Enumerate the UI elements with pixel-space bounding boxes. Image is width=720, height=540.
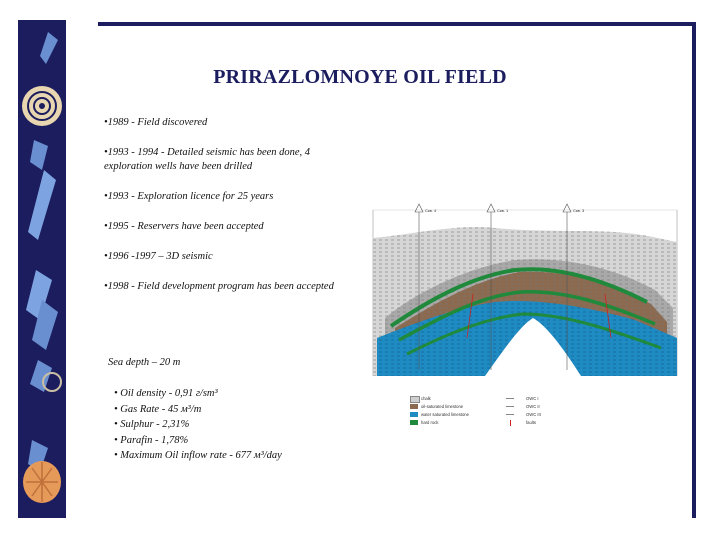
- legend-label: hard rock: [421, 420, 439, 425]
- legend-label: OWC II: [526, 404, 540, 409]
- cross-section-legend: chalk oil-saturated limestone water satu…: [410, 396, 590, 436]
- legend-line-owc-2: [506, 406, 514, 407]
- legend-line-faults: [510, 420, 511, 426]
- frame-right-border: [692, 22, 696, 518]
- ammonite-icon: [22, 86, 62, 126]
- hard-rock-band: [398, 290, 656, 342]
- property-item: • Parafin - 1,78%: [114, 434, 189, 446]
- fault-line: [604, 293, 612, 339]
- fact-item: •1989 - Field discovered: [104, 117, 208, 128]
- well-skv-1: Скв. 1: [486, 203, 509, 370]
- fossil-icon: [40, 32, 58, 64]
- frame-top-border: [98, 22, 696, 26]
- legend-label: oil-saturated limestone: [421, 404, 464, 409]
- legend-label: faults: [526, 420, 537, 425]
- legend-swatch-chalk: [410, 396, 420, 403]
- hard-rock-band: [389, 267, 648, 328]
- slide-title: PRIRAZLOMNOYE OIL FIELD: [213, 66, 507, 88]
- ammonite-icon: [42, 372, 62, 392]
- fact-item: •1993 - Exploration licence for 25 years: [104, 191, 274, 202]
- shell-icon: [23, 461, 61, 503]
- legend-line-owc-1: [506, 398, 514, 399]
- legend-swatch-hard-rock: [410, 420, 418, 425]
- property-item: • Maximum Oil inflow rate - 677 м³/day: [114, 450, 282, 462]
- well-skv-4: Скв. 4: [414, 203, 437, 370]
- well-label: Скв. 3: [573, 208, 585, 213]
- well-label: Скв. 1: [497, 208, 509, 213]
- legend-swatch-oil: [410, 404, 418, 409]
- core-dome: [485, 318, 581, 376]
- hard-rock-band: [406, 312, 662, 356]
- fact-item: •1995 - Reservers have been accepted: [104, 221, 264, 232]
- well-skv-3: Скв. 3: [562, 203, 585, 370]
- fact-item: •1993 - 1994 - Detailed seismic has been…: [104, 147, 311, 172]
- fossil-icon: [30, 140, 48, 170]
- legend-label: water saturated limestone: [421, 412, 469, 417]
- fossil-illustrations: [22, 32, 62, 503]
- geological-cross-section: Скв. 4 Скв. 1 Скв. 3: [372, 203, 678, 376]
- oil-properties-list: • Oil density - 0,91 г/sm³ • Gas Rate - …: [114, 386, 282, 464]
- property-item: • Sulphur - 2,31%: [114, 419, 190, 431]
- legend-line-owc-3: [506, 414, 514, 415]
- fossil-icon: [30, 360, 52, 392]
- fact-item: •1998 - Field development program has be…: [104, 281, 334, 292]
- fact-item: •1996 -1997 – 3D seismic: [104, 251, 213, 262]
- facts-list: •1989 - Field discovered •1993 - 1994 - …: [104, 116, 336, 310]
- fossil-icon: [26, 270, 52, 320]
- legend-label: OWC I: [526, 396, 539, 401]
- legend-label: chalk: [421, 396, 431, 401]
- fault-line: [466, 293, 474, 339]
- legend-label: OWC III: [526, 412, 541, 417]
- decorative-side-strip: [18, 20, 66, 518]
- sea-depth-label: Sea depth – 20 m: [108, 357, 181, 368]
- legend-swatch-water: [410, 412, 418, 417]
- property-item: • Gas Rate - 45 м³/т: [114, 403, 202, 415]
- well-label: Скв. 4: [425, 208, 437, 213]
- fossil-icon: [32, 300, 58, 350]
- property-item: • Oil density - 0,91 г/sm³: [114, 388, 218, 399]
- fossil-icon: [28, 170, 56, 240]
